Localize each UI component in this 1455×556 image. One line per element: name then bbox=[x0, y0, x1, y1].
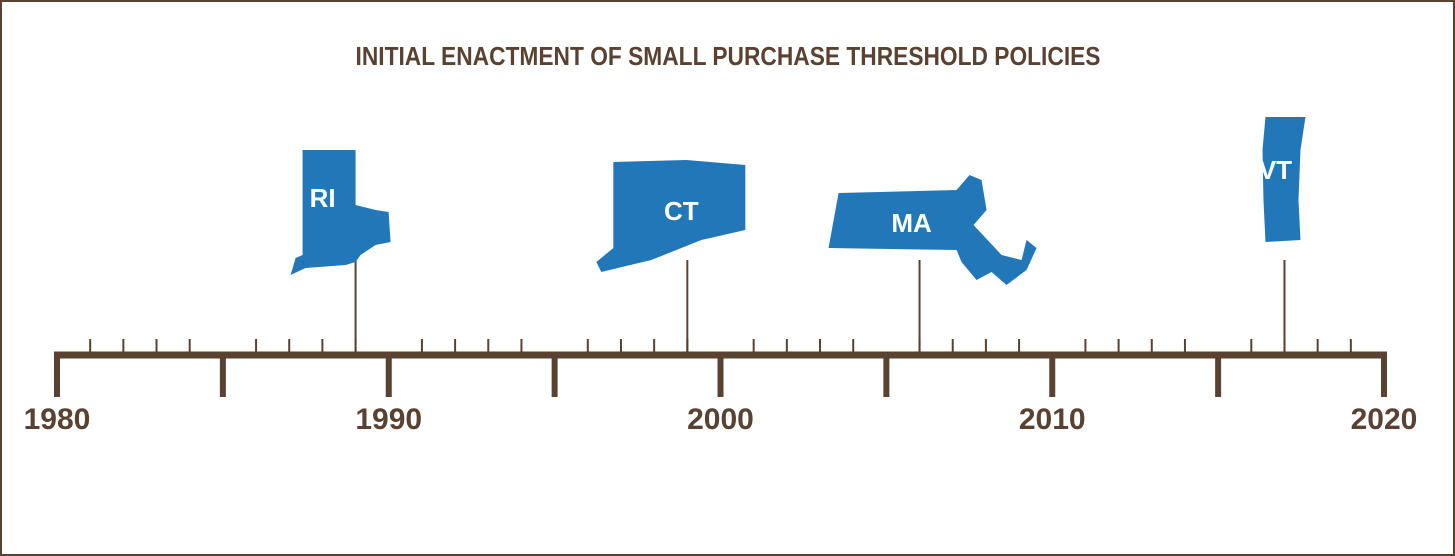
event-label: RI bbox=[310, 183, 336, 213]
x-tick-label: 1980 bbox=[24, 403, 91, 436]
state-shape bbox=[1262, 117, 1306, 242]
x-tick-label: 2010 bbox=[1019, 403, 1086, 436]
event-label: VT bbox=[1259, 155, 1292, 185]
state-shape bbox=[596, 160, 746, 272]
state-shape bbox=[828, 175, 1037, 285]
chart-title: INITIAL ENACTMENT OF SMALL PURCHASE THRE… bbox=[356, 41, 1101, 71]
event-label: MA bbox=[891, 208, 932, 238]
event-label: CT bbox=[664, 196, 699, 226]
x-tick-label: 2020 bbox=[1351, 403, 1418, 436]
x-tick-label: 1990 bbox=[355, 403, 422, 436]
state-shape bbox=[290, 150, 391, 275]
x-tick-label: 2000 bbox=[687, 403, 754, 436]
